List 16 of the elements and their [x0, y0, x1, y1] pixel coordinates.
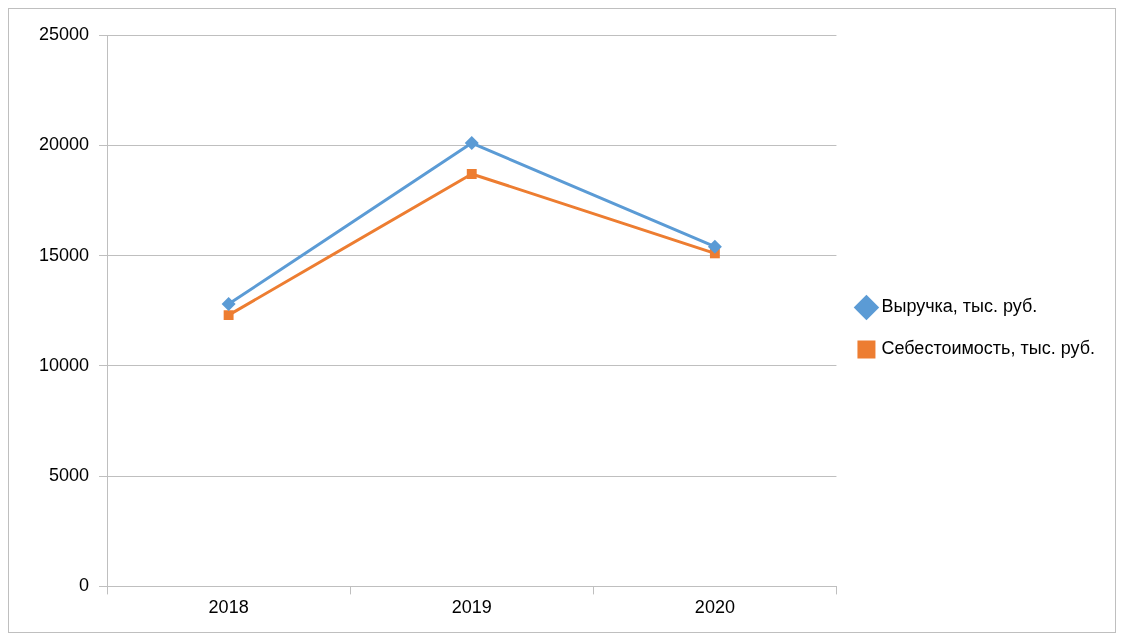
y-tick-label: 20000 [38, 134, 90, 155]
legend-label: Выручка, тыс. руб. [881, 296, 1038, 317]
x-tick-label: 2018 [208, 597, 249, 618]
y-tick-label: 5000 [49, 465, 90, 486]
y-tick-label: 15000 [38, 244, 90, 265]
x-tick-label: 2019 [451, 597, 492, 618]
y-tick-label: 25000 [38, 23, 90, 44]
point [223, 310, 234, 321]
legend-label: Себестоимость, тыс. руб. [881, 338, 1096, 359]
point [707, 239, 722, 254]
point [221, 297, 236, 312]
y-tick-label: 0 [79, 575, 90, 596]
y-tick-label: 10000 [38, 354, 90, 375]
x-tick-label: 2020 [694, 597, 735, 618]
point [464, 136, 479, 151]
point [466, 169, 477, 179]
